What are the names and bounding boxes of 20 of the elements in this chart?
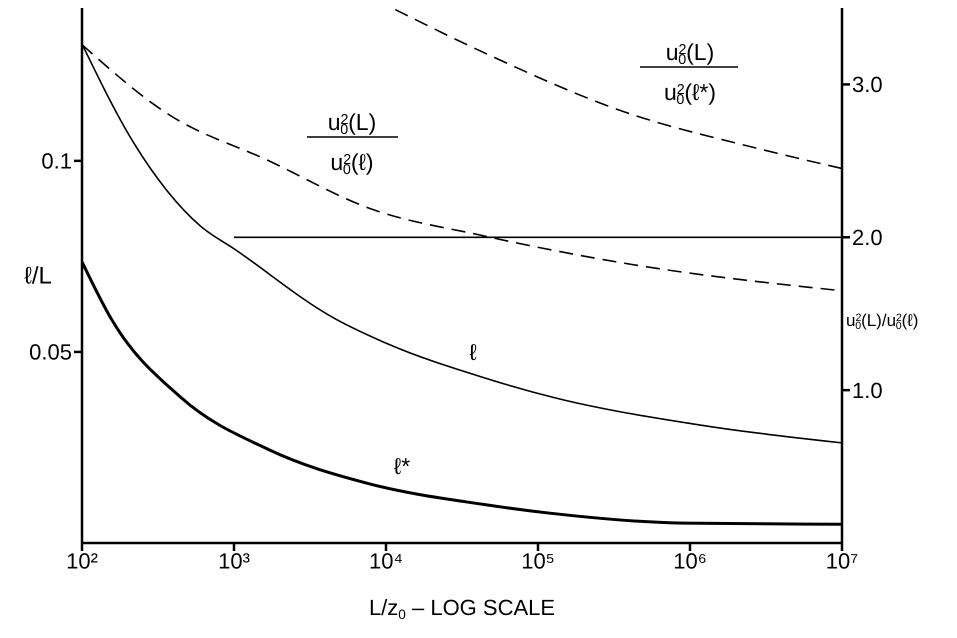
x-tick-label: 10⁶ xyxy=(673,548,707,574)
y-axis-title: ℓ/L xyxy=(24,262,52,290)
annotation: u$^{2}$$_{0}$(ℓ*) xyxy=(664,79,716,108)
x-tick-label: 10⁵ xyxy=(521,548,555,574)
annotation: u$^{2}$$_{0}$(L) xyxy=(666,39,714,68)
y-tick-label: 0.05 xyxy=(29,340,72,365)
x-tick-label: 10⁷ xyxy=(826,548,858,574)
x-tick-label: 10³ xyxy=(218,548,250,574)
y-tick-label: 0.1 xyxy=(41,148,72,174)
annotation: ℓ* xyxy=(394,453,410,479)
x-tick-label: 10⁴ xyxy=(369,548,403,574)
y2-tick-label: 1.0 xyxy=(852,378,883,403)
x-tick-label: 10² xyxy=(66,548,98,574)
annotation: ℓ xyxy=(469,339,478,365)
y2-axis-title: u$^{2}$$_{0}$(L)/u$^{2}$$_{0}$(ℓ) xyxy=(846,311,918,332)
y2-tick-label: 2.0 xyxy=(852,225,883,250)
annotation: u$^{2}$$_{0}$(ℓ) xyxy=(330,149,374,178)
y2-tick-label: 3.0 xyxy=(852,72,883,98)
annotation: u$^{2}$$_{0}$(L) xyxy=(328,109,376,138)
x-axis-title: L/z$_{0}$ – LOG SCALE xyxy=(368,595,556,622)
